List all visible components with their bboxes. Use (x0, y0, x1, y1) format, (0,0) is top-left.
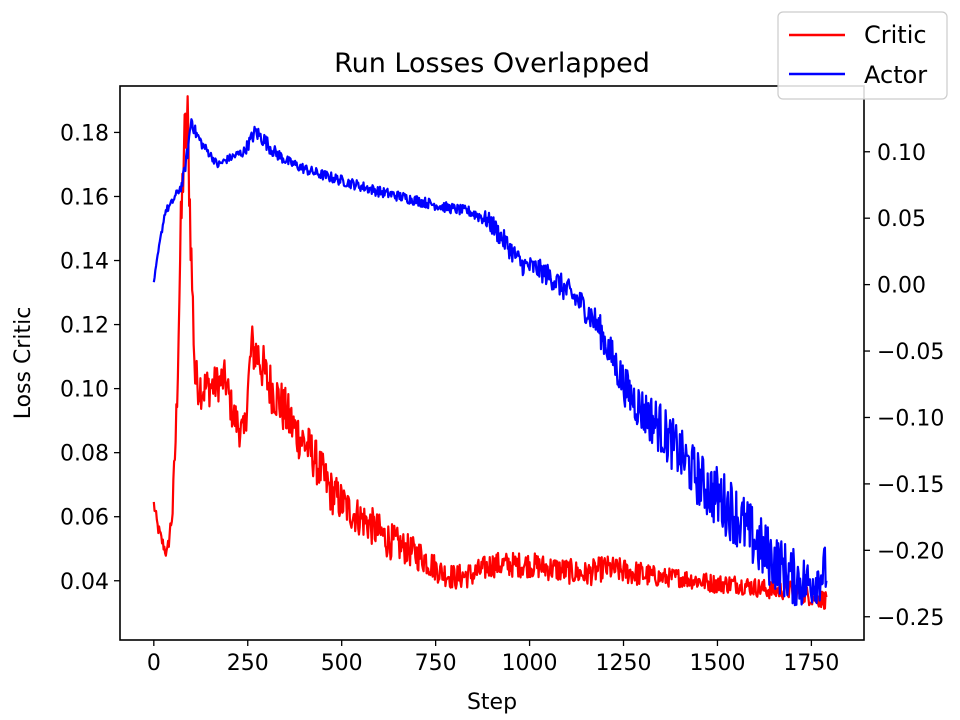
y-tick-label: 0.12 (60, 314, 109, 339)
y-axis-left: 0.04 0.06 0.08 0.10 0.12 0.14 0.16 0.18 (60, 121, 120, 595)
y-axis-label: Loss Critic (11, 307, 36, 420)
series-line-critic (152, 95, 828, 610)
x-tick-label: 1000 (502, 651, 558, 676)
x-axis: 0 250 500 750 1000 1250 1500 1750 (147, 640, 839, 676)
legend-label-critic: Critic (864, 21, 927, 49)
x-tick-label: 500 (321, 651, 363, 676)
y2-tick-label: 0.10 (877, 141, 926, 166)
y2-tick-label: 0.00 (877, 274, 926, 299)
plot-frame (119, 85, 865, 641)
y-tick-label: 0.08 (60, 442, 109, 467)
y2-tick-label: 0.05 (877, 207, 926, 232)
x-tick-label: 0 (147, 651, 161, 676)
y-tick-label: 0.16 (60, 185, 109, 210)
x-tick-label: 250 (227, 651, 269, 676)
y-tick-label: 0.18 (60, 121, 109, 146)
x-tick-label: 750 (415, 651, 457, 676)
legend-label-actor: Actor (864, 61, 927, 89)
y2-tick-label: −0.10 (877, 406, 944, 431)
series-layer (152, 95, 828, 610)
y-tick-label: 0.14 (60, 250, 109, 275)
y2-tick-label: −0.05 (877, 340, 944, 365)
x-tick-label: 1750 (783, 651, 839, 676)
x-tick-label: 1500 (689, 651, 745, 676)
y-tick-label: 0.06 (60, 506, 109, 531)
y2-tick-label: −0.25 (877, 606, 944, 631)
y-axis-right: −0.25 −0.20 −0.15 −0.10 −0.05 0.00 0.05 0.10 (864, 141, 944, 631)
y2-tick-label: −0.15 (877, 473, 944, 498)
y-tick-label: 0.04 (60, 570, 109, 595)
legend: Critic Actor (777, 11, 948, 100)
y-tick-label: 0.10 (60, 378, 109, 403)
x-axis-label: Step (467, 690, 517, 715)
chart-title: Run Losses Overlapped (334, 48, 650, 79)
x-tick-label: 1250 (596, 651, 652, 676)
series-line-actor (152, 118, 828, 607)
y2-tick-label: −0.20 (877, 539, 944, 564)
